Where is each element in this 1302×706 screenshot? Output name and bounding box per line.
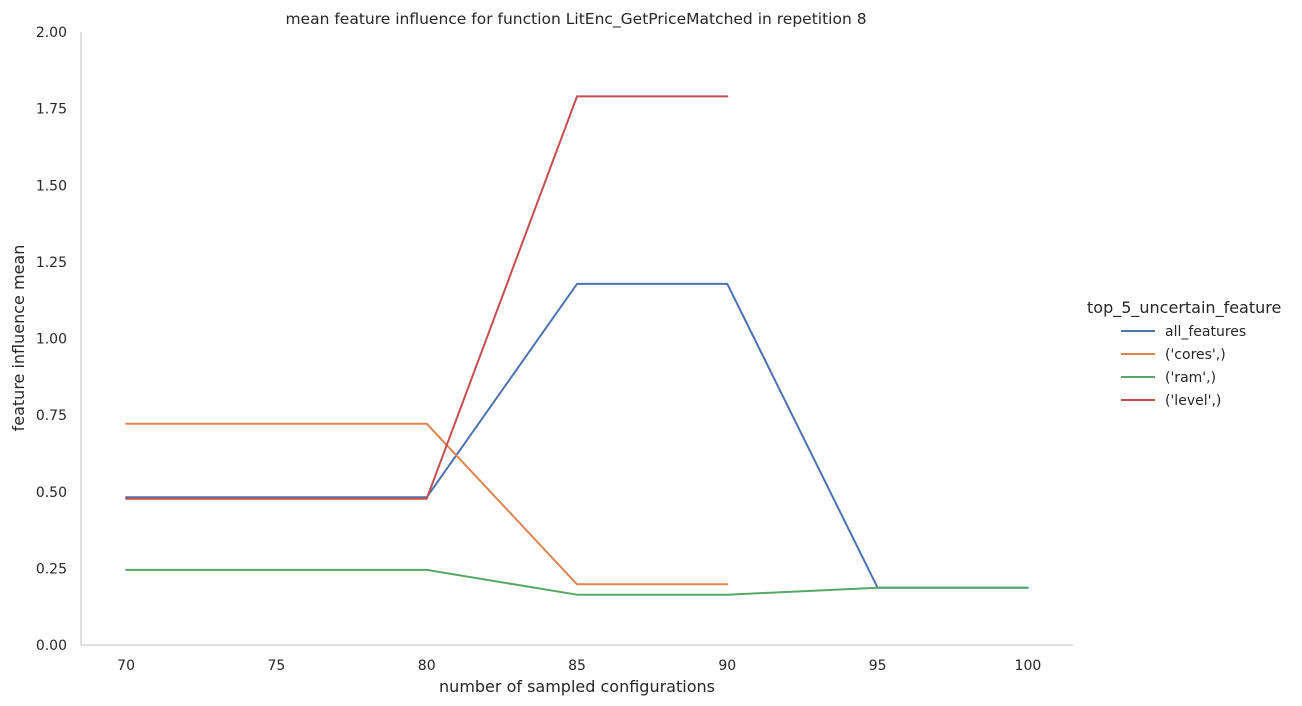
x-tick-label: 70	[117, 658, 135, 674]
chart-title: mean feature influence for function LitE…	[285, 10, 866, 29]
x-axis: 70 75 80 85 90 95 100 number of sampled config…	[81, 644, 1073, 696]
legend-title: top_5_uncertain_feature	[1087, 298, 1281, 318]
series-line-2	[125, 568, 1029, 596]
x-tick-label: 90	[718, 658, 736, 674]
x-tick-label: 95	[869, 658, 887, 674]
y-axis-label: feature influence mean	[9, 245, 28, 432]
x-tick-label: 100	[1015, 658, 1042, 674]
x-ticks: 70 75 80 85 90 95 100	[117, 658, 1041, 674]
series-line-0	[125, 282, 1029, 589]
y-ticks: 0.00 0.25 0.50 0.75 1.00 1.25 1.50 1.75 2.00	[36, 25, 67, 654]
y-tick-label: 1.25	[36, 255, 67, 271]
legend-label: ('cores',)	[1165, 347, 1226, 363]
legend-label: all_features	[1165, 324, 1246, 340]
y-tick-label: 0.75	[36, 408, 67, 424]
y-tick-label: 1.00	[36, 332, 67, 348]
series-line-1	[125, 422, 729, 586]
y-tick-label: 0.25	[36, 561, 67, 577]
legend-label: ('ram',)	[1165, 370, 1216, 386]
y-tick-label: 0.00	[36, 638, 67, 654]
y-tick-label: 2.00	[36, 25, 67, 41]
legend: top_5_uncertain_feature all_features ('co…	[1087, 298, 1281, 409]
y-tick-label: 1.50	[36, 178, 67, 194]
legend-items: all_features ('cores',) ('ram',) ('level',)	[1121, 324, 1246, 409]
legend-item: ('level',)	[1121, 393, 1221, 409]
plot-area	[125, 95, 1029, 596]
legend-item: ('cores',)	[1121, 347, 1226, 363]
legend-item: ('ram',)	[1121, 370, 1216, 386]
x-tick-label: 85	[568, 658, 586, 674]
y-tick-label: 1.75	[36, 102, 67, 118]
y-axis: 0.00 0.25 0.50 0.75 1.00 1.25 1.50 1.75 2.00 fea…	[9, 25, 82, 654]
x-tick-label: 75	[267, 658, 285, 674]
series-line-3	[125, 95, 729, 500]
legend-item: all_features	[1121, 324, 1246, 340]
y-tick-label: 0.50	[36, 485, 67, 501]
legend-label: ('level',)	[1165, 393, 1221, 409]
x-tick-label: 80	[418, 658, 436, 674]
x-axis-label: number of sampled configurations	[439, 677, 715, 696]
